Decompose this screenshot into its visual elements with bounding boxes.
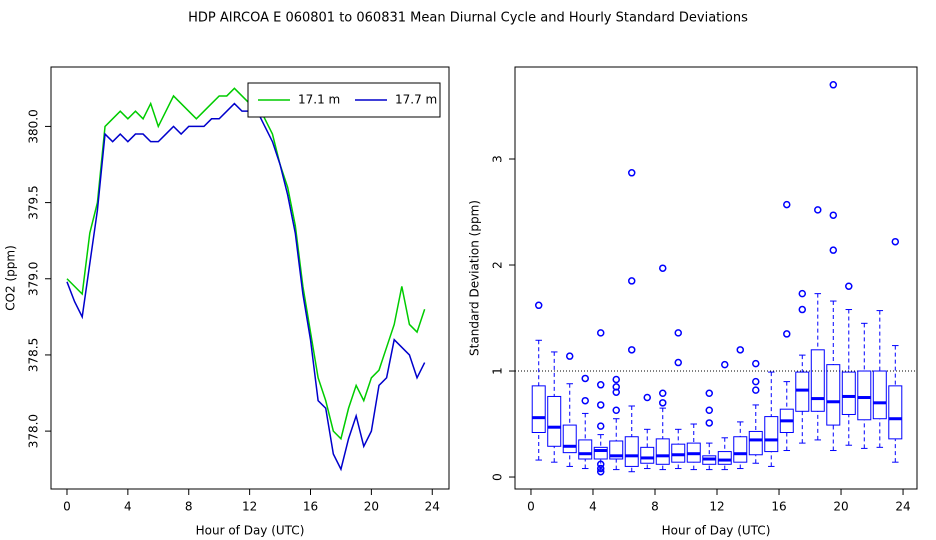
x-tick-label: 4 xyxy=(589,500,597,514)
plot-frame xyxy=(514,66,918,490)
x-axis-label: Hour of Day (UTC) xyxy=(196,524,305,538)
x-tick-label: 24 xyxy=(895,500,910,514)
outlier xyxy=(783,330,791,338)
outlier xyxy=(581,374,589,383)
x-tick-label: 20 xyxy=(364,500,379,514)
x-tick-label: 12 xyxy=(709,500,724,514)
outlier xyxy=(643,393,651,402)
y-tick-label: 1 xyxy=(491,367,505,375)
outlier xyxy=(596,467,605,476)
outlier xyxy=(658,389,667,398)
line-series xyxy=(66,87,426,441)
outlier xyxy=(612,375,620,384)
legend-label: 17.1 m xyxy=(298,93,340,107)
box xyxy=(733,436,748,463)
box xyxy=(609,440,624,460)
outlier xyxy=(596,401,605,409)
outlier xyxy=(534,301,543,310)
outlier xyxy=(829,246,838,254)
box xyxy=(547,395,562,447)
box xyxy=(640,446,655,464)
outlier xyxy=(596,422,605,430)
box xyxy=(624,436,639,467)
legend-label: 17.7 m xyxy=(395,93,437,107)
outlier xyxy=(752,359,760,368)
outlier xyxy=(752,386,760,394)
y-tick-label: 378.5 xyxy=(27,338,41,372)
outlier xyxy=(627,169,636,177)
x-tick-label: 0 xyxy=(527,500,535,514)
outlier xyxy=(752,377,760,386)
box xyxy=(764,416,779,453)
y-tick-label: 379.0 xyxy=(27,262,41,296)
box xyxy=(671,443,686,463)
x-tick-label: 16 xyxy=(771,500,786,514)
x-tick-label: 12 xyxy=(242,500,257,514)
outlier xyxy=(798,305,807,314)
box xyxy=(531,385,546,434)
outlier xyxy=(596,464,605,473)
box xyxy=(655,438,670,465)
outlier xyxy=(658,264,667,272)
y-axis-label: CO2 (ppm) xyxy=(4,245,18,311)
outlier xyxy=(565,352,574,360)
box xyxy=(748,430,763,456)
outlier xyxy=(612,388,620,396)
outlier xyxy=(721,360,729,369)
outlier xyxy=(596,329,605,337)
outlier xyxy=(891,237,900,246)
y-tick-label: 2 xyxy=(491,261,505,269)
box xyxy=(593,446,608,460)
outlier xyxy=(596,460,605,469)
x-tick-label: 0 xyxy=(63,500,71,514)
line-series xyxy=(66,102,426,472)
outlier xyxy=(814,206,822,214)
x-tick-label: 4 xyxy=(124,500,132,514)
box xyxy=(888,385,903,440)
outlier xyxy=(705,406,714,414)
outlier xyxy=(674,358,682,367)
outlier xyxy=(627,277,636,285)
outlier xyxy=(627,346,636,354)
x-tick-label: 8 xyxy=(651,500,659,514)
box xyxy=(578,439,593,460)
x-axis-label: Hour of Day (UTC) xyxy=(662,524,771,538)
y-axis-label: Standard Deviation (ppm) xyxy=(468,200,482,356)
box xyxy=(857,370,872,421)
y-tick-label: 3 xyxy=(491,155,505,163)
box xyxy=(717,451,732,465)
outlier xyxy=(783,200,791,209)
x-tick-label: 24 xyxy=(425,500,440,514)
y-tick-label: 380.0 xyxy=(27,109,41,143)
box xyxy=(562,424,577,454)
outlier xyxy=(845,282,853,290)
y-tick-label: 0 xyxy=(491,473,505,481)
outlier xyxy=(736,346,745,354)
outlier xyxy=(798,289,807,298)
outlier xyxy=(658,399,667,407)
outlier xyxy=(612,406,620,414)
outlier xyxy=(596,381,605,389)
chart-title: HDP AIRCOA E 060801 to 060831 Mean Diurn… xyxy=(188,11,748,26)
x-tick-label: 20 xyxy=(833,500,848,514)
y-tick-label: 379.5 xyxy=(27,185,41,219)
outlier xyxy=(829,81,838,89)
y-tick-label: 378.0 xyxy=(27,414,41,448)
box xyxy=(810,349,825,412)
outlier xyxy=(705,389,714,398)
box xyxy=(841,371,856,415)
outlier xyxy=(705,419,714,427)
box xyxy=(872,370,887,420)
box xyxy=(795,371,810,412)
x-tick-label: 16 xyxy=(303,500,318,514)
box xyxy=(826,364,841,426)
outlier xyxy=(829,211,838,219)
outlier xyxy=(581,396,589,405)
x-tick-label: 8 xyxy=(185,500,193,514)
outlier xyxy=(674,329,682,337)
